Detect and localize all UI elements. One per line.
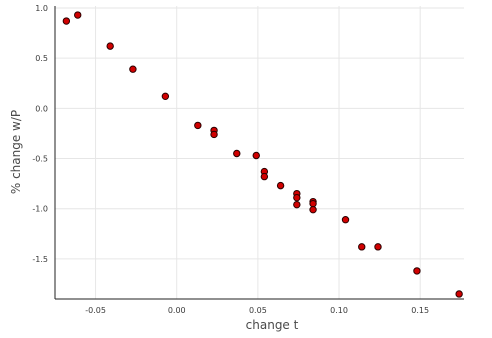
x-tick-label: 0.15 [411, 306, 429, 315]
data-point [374, 243, 382, 251]
x-tick-label: 0.05 [249, 306, 267, 315]
data-point [455, 290, 463, 298]
grid-lines [55, 6, 464, 299]
data-point [309, 205, 317, 214]
y-tick-label: 1.0 [35, 4, 48, 13]
data-point [74, 11, 82, 19]
data-points [62, 11, 463, 298]
y-tick-label: -1.0 [32, 205, 48, 214]
y-axis-title: % change w/P [9, 110, 23, 194]
data-point [252, 151, 260, 160]
y-tick-label: -1.5 [32, 255, 48, 264]
x-axis-title: change t [246, 318, 299, 332]
data-point [293, 200, 301, 209]
x-tick-label: 0.00 [168, 306, 186, 315]
plot-frame [54, 6, 464, 300]
data-point [210, 130, 218, 139]
y-tick-labels: 1.0 0.5 0.0 -0.5 -1.0 -1.5 [32, 4, 48, 264]
data-point [413, 267, 421, 275]
data-point [194, 121, 202, 130]
data-point [161, 92, 170, 101]
data-point [358, 243, 366, 251]
data-point [106, 42, 114, 50]
data-point [233, 149, 241, 158]
y-tick-label: 0.5 [35, 54, 48, 63]
y-tick-label: 0.0 [35, 104, 48, 113]
x-tick-label: -0.05 [85, 306, 106, 315]
y-tick-label: -0.5 [32, 155, 48, 164]
data-point [129, 65, 137, 73]
data-point [309, 199, 317, 208]
data-point [293, 193, 301, 202]
x-tick-labels: -0.05 0.00 0.05 0.10 0.15 [85, 306, 429, 315]
x-tick-label: 0.10 [330, 306, 348, 315]
data-point [276, 181, 285, 190]
data-point [341, 216, 350, 224]
data-point [62, 17, 71, 25]
data-point [260, 172, 269, 181]
